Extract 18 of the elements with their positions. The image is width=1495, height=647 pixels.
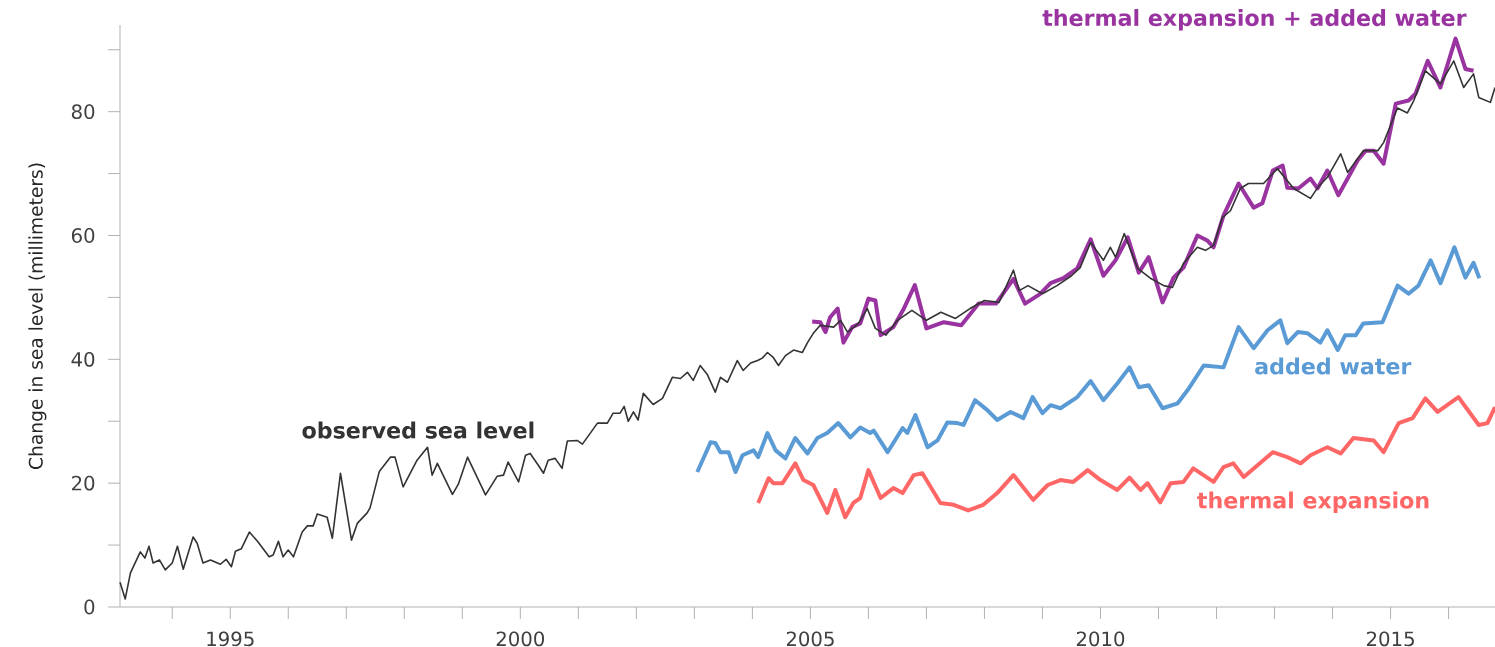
series-label: thermal expansion — [1197, 491, 1429, 513]
y-tick-label: 40 — [71, 351, 95, 367]
y-tick-label: 0 — [84, 599, 95, 615]
series-label: added water — [1255, 357, 1412, 375]
y-axis-title: Change in sea level (millimeters) — [28, 163, 47, 469]
y-tick-label: 80 — [71, 104, 95, 120]
line-series — [695, 245, 1482, 475]
y-tick-label: 20 — [71, 475, 95, 491]
x-tick-label: 1995 — [207, 631, 254, 647]
x-tick-label: 2010 — [1076, 631, 1125, 647]
x-tick-label: 2005 — [786, 631, 834, 647]
x-tick-label: 2015 — [1366, 631, 1414, 647]
line-series — [119, 60, 1495, 600]
y-tick-label: 60 — [71, 228, 95, 243]
series-label: observed sea level — [302, 421, 534, 439]
series-label: thermal expansion + added water — [1042, 9, 1467, 31]
x-tick-label: 2000 — [496, 631, 545, 647]
line-series — [756, 395, 1495, 520]
